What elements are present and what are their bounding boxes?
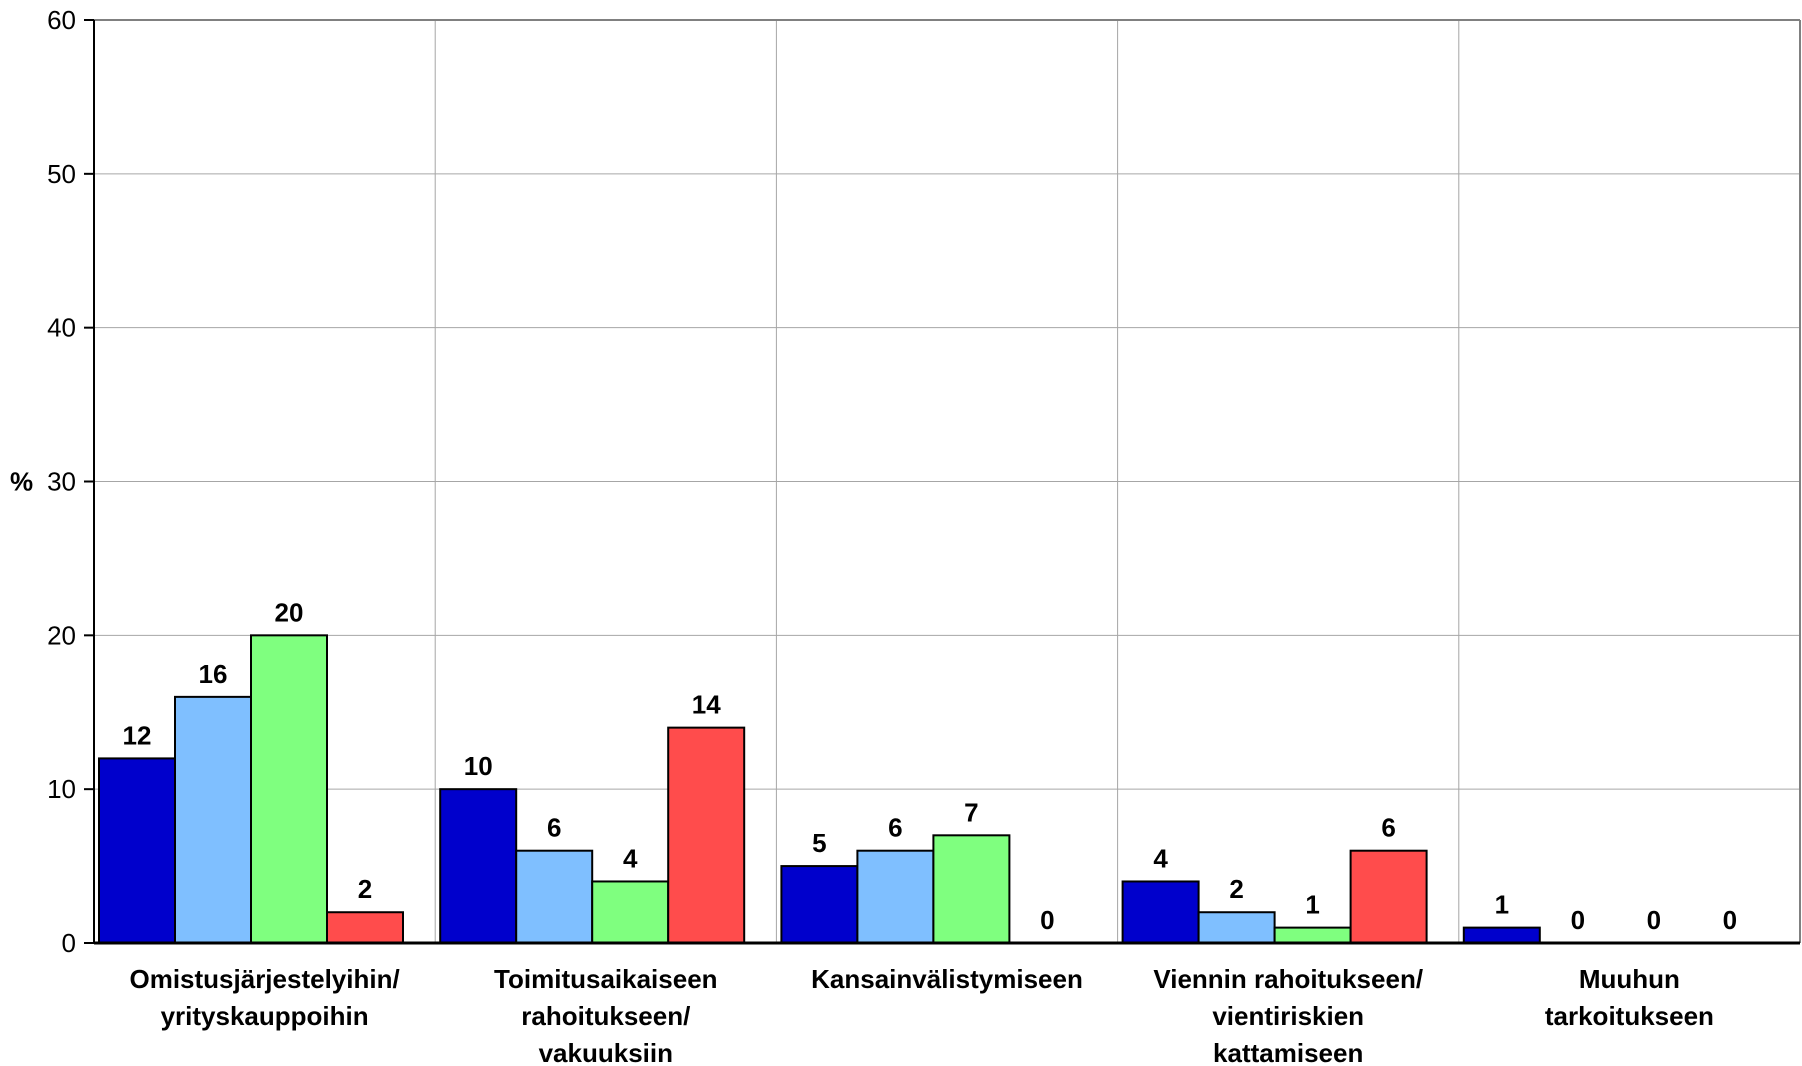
y-tick-label: 50 (47, 159, 76, 189)
bar (250, 634, 328, 944)
data-label: 2 (358, 874, 372, 904)
y-tick-label: 20 (47, 620, 76, 650)
bar (780, 865, 859, 944)
bar (591, 880, 670, 945)
category-label: Omistusjärjestelyihin/ (129, 964, 399, 994)
category-label: vakuuksiin (539, 1038, 673, 1066)
data-label: 20 (275, 597, 304, 627)
category-label: kattamiseen (1213, 1038, 1363, 1066)
y-axis-label: % (10, 467, 33, 497)
bar (1273, 926, 1352, 944)
category-label: vientiriskien (1212, 1001, 1364, 1031)
data-label: 4 (623, 843, 638, 873)
data-label: 16 (199, 659, 228, 689)
data-label: 14 (692, 690, 721, 720)
data-label: 4 (1153, 843, 1168, 873)
bar (1349, 849, 1428, 945)
data-label: 7 (964, 797, 978, 827)
bar (515, 849, 594, 945)
category-label: Toimitusaikaiseen (494, 964, 718, 994)
bar (326, 911, 404, 945)
category-label: Viennin rahoitukseen/ (1153, 964, 1423, 994)
data-label: 0 (1040, 905, 1054, 935)
data-label: 1 (1495, 890, 1509, 920)
data-label: 6 (547, 813, 561, 843)
category-label: tarkoitukseen (1545, 1001, 1714, 1031)
data-label: 6 (888, 813, 902, 843)
bar (98, 757, 176, 945)
bar (856, 849, 935, 945)
data-label: 6 (1381, 813, 1395, 843)
data-label: 1 (1305, 890, 1319, 920)
data-label: 0 (1647, 905, 1661, 935)
category-label: rahoitukseen/ (521, 1001, 690, 1031)
bar (174, 695, 252, 944)
y-tick-label: 10 (47, 774, 76, 804)
category-label: Muuhun (1579, 964, 1680, 994)
bar (667, 726, 746, 945)
category-label: Kansainvälistymiseen (811, 964, 1083, 994)
y-tick-label: 60 (47, 5, 76, 35)
data-label: 5 (812, 828, 826, 858)
data-label: 2 (1229, 874, 1243, 904)
y-tick-label: 40 (47, 313, 76, 343)
bar (1462, 926, 1541, 944)
y-tick-label: 0 (62, 928, 76, 958)
bar (932, 834, 1011, 944)
y-tick-label: 30 (47, 467, 76, 497)
data-label: 0 (1571, 905, 1585, 935)
category-label: yrityskauppoihin (161, 1001, 369, 1031)
bar (1121, 880, 1200, 945)
data-label: 12 (123, 720, 152, 750)
bar (1197, 911, 1276, 945)
bar (439, 788, 518, 945)
data-label: 0 (1723, 905, 1737, 935)
data-label: 10 (464, 751, 493, 781)
